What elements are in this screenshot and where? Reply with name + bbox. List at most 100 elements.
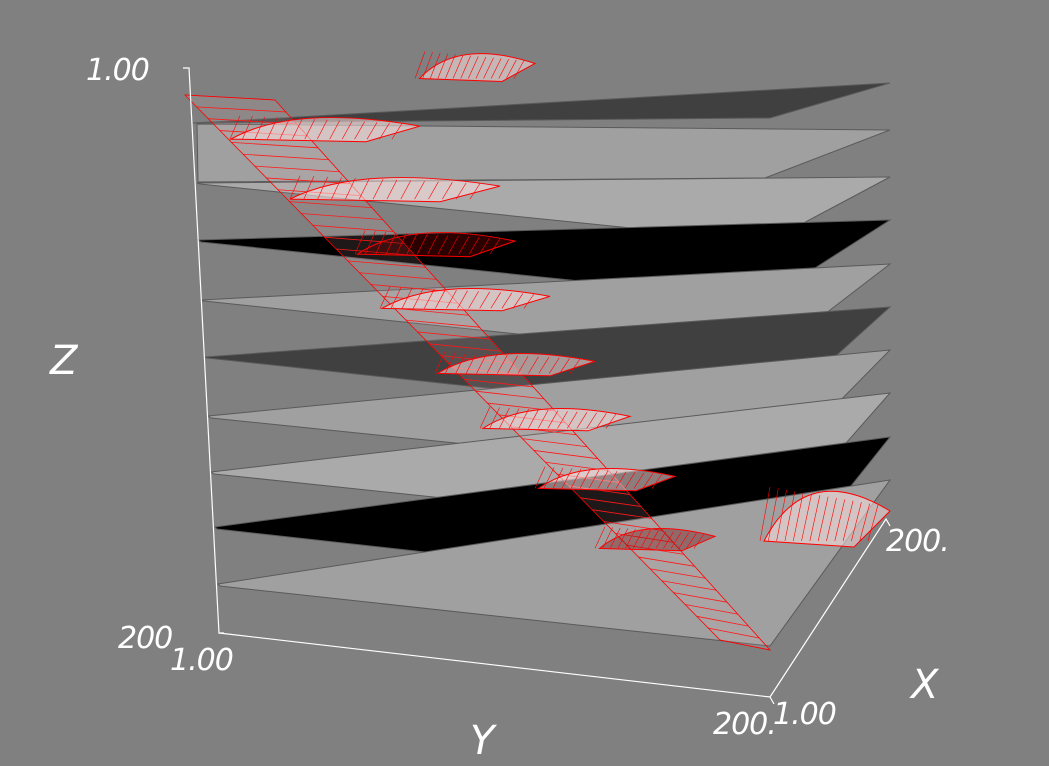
mesh-line	[576, 412, 588, 429]
mesh-line	[559, 358, 570, 374]
mesh-line	[405, 319, 480, 328]
mesh-line	[331, 177, 342, 200]
mesh-line	[391, 123, 403, 140]
mesh-line	[231, 141, 319, 149]
mesh-line	[379, 122, 390, 140]
mesh-line	[365, 231, 376, 255]
mesh-line	[366, 122, 378, 140]
mesh-line	[406, 233, 418, 255]
mesh-line	[417, 331, 491, 340]
mesh-line	[475, 390, 545, 400]
mesh-line	[557, 411, 568, 429]
mesh-line	[685, 604, 738, 615]
mesh-line	[455, 352, 467, 374]
mesh-line	[424, 288, 435, 309]
y-axis-title: Y	[470, 718, 498, 764]
mesh-lobe	[414, 51, 537, 83]
y-tick-start: 1.00	[170, 643, 233, 678]
mesh-line	[372, 179, 384, 200]
mesh-line	[446, 289, 457, 309]
y-tick-end: 200.	[713, 707, 776, 742]
mesh-line	[396, 232, 407, 255]
mesh-line	[460, 55, 471, 79]
mesh-line	[538, 357, 550, 374]
mesh-line	[801, 493, 812, 542]
mesh-line	[792, 492, 804, 542]
mesh-line	[859, 503, 870, 542]
mesh-line	[661, 580, 717, 591]
mesh-line	[469, 183, 481, 200]
mesh-line	[784, 491, 796, 542]
mesh-line	[266, 177, 351, 185]
mesh-line	[479, 237, 490, 255]
mesh-line	[422, 52, 433, 79]
mesh-line	[354, 230, 366, 255]
mesh-line	[615, 471, 627, 489]
mesh-line	[518, 408, 530, 429]
mesh-lobe	[354, 230, 517, 258]
slice-plane	[192, 82, 891, 124]
mesh-line	[468, 291, 479, 309]
mesh-line	[609, 527, 621, 549]
mesh-line	[543, 467, 555, 489]
mesh-lobe	[289, 175, 501, 203]
mesh-line	[476, 353, 487, 374]
mesh-line	[414, 51, 426, 79]
mesh-line	[486, 354, 498, 374]
mesh-line	[304, 119, 316, 140]
mesh-line	[312, 224, 394, 232]
mesh-line	[537, 409, 549, 429]
mesh-line	[506, 59, 517, 79]
mesh-line	[489, 238, 501, 255]
mesh-line	[678, 532, 690, 549]
mesh-line	[448, 235, 459, 255]
mesh-line	[588, 469, 600, 489]
mesh-line	[528, 356, 539, 374]
mesh-line	[437, 235, 449, 255]
z-tick-bottom: 200	[118, 621, 172, 656]
mesh-line	[292, 118, 303, 140]
mesh-line	[379, 286, 391, 309]
mesh-line	[533, 450, 598, 460]
mesh-line	[445, 352, 456, 374]
mesh-lobe	[479, 406, 632, 432]
mesh-line	[341, 120, 353, 140]
x-axis-line	[769, 517, 891, 698]
mesh-line	[552, 467, 564, 489]
mesh-line	[479, 291, 490, 309]
x-tick-start: 1.00	[773, 697, 836, 732]
mesh-line	[457, 290, 468, 309]
mesh-line	[464, 378, 534, 388]
mesh-line	[358, 178, 370, 200]
mesh-line	[817, 496, 829, 542]
mesh-line	[693, 533, 705, 549]
mesh-line	[592, 509, 652, 519]
mesh-line	[196, 106, 286, 113]
mesh-line	[468, 56, 479, 79]
mesh-line	[522, 438, 588, 448]
mesh-lobe-outline	[435, 353, 596, 377]
mesh-line	[434, 351, 446, 374]
mesh-line	[243, 153, 329, 161]
mesh-line	[428, 181, 439, 200]
mesh-line	[254, 116, 266, 140]
mesh-line	[324, 236, 405, 244]
mesh-lobe-outline	[229, 117, 421, 143]
axes-box	[183, 67, 891, 705]
mesh-line	[696, 615, 749, 627]
mesh-line	[834, 499, 846, 542]
mesh-line	[523, 293, 535, 309]
mesh-line	[452, 54, 464, 79]
mesh-line	[617, 528, 629, 549]
mesh-line	[429, 343, 502, 352]
mesh-line	[390, 287, 402, 309]
mesh-line	[414, 180, 425, 200]
mesh-lobe	[759, 486, 891, 548]
mesh-line	[401, 287, 413, 309]
mesh-line	[650, 568, 706, 579]
mesh-line	[371, 284, 448, 292]
mesh-line	[597, 470, 609, 489]
mesh-line	[534, 466, 546, 489]
mesh-line	[303, 176, 315, 200]
